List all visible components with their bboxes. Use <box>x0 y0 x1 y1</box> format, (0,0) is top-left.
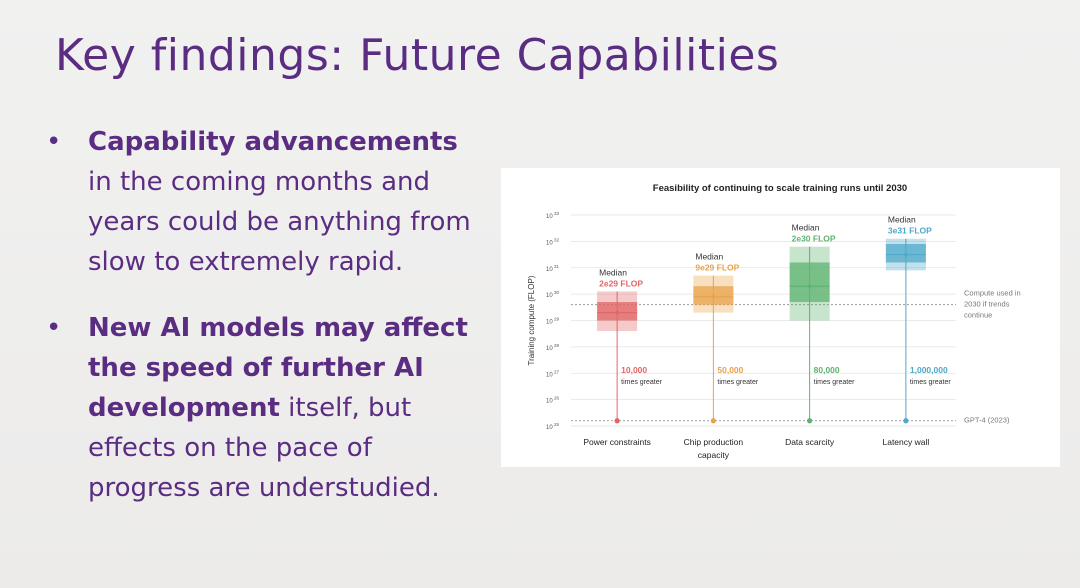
median-label: Median <box>888 215 916 225</box>
baseline-point <box>807 418 813 424</box>
y-tick-label: 10 27 <box>546 369 559 378</box>
y-tick-label: 10 30 <box>546 290 559 299</box>
bullet-text: in the coming months and years could be … <box>88 167 471 277</box>
baseline-point <box>710 418 716 424</box>
x-category-label-line2: capacity <box>698 450 730 460</box>
median-value-label: 2e30 FLOP <box>792 234 836 244</box>
bullet-item-ai-models: • New AI models may affect the speed of … <box>40 308 480 508</box>
ratio-text-label: times greater <box>621 379 663 386</box>
median-value-label: 9e29 FLOP <box>695 263 739 273</box>
chart-title: Feasibility of continuing to scale train… <box>653 183 907 194</box>
reference-line-label: GPT-4 (2023) <box>964 416 1010 425</box>
bullet-item-capability: • Capability advancements in the coming … <box>40 122 480 282</box>
median-label: Median <box>792 223 820 233</box>
median-point <box>807 284 812 289</box>
bullet-bold-text: New AI models may affect the speed of fu… <box>88 313 468 423</box>
y-tick-label: 10 33 <box>546 211 559 220</box>
x-category-label: Chip production <box>684 437 744 447</box>
reference-line-label: Compute used in 2030 if trends continue <box>964 289 1021 320</box>
ratio-label: 80,000 <box>814 365 840 375</box>
median-point <box>615 310 619 315</box>
bullet-bold-text: Capability advancements <box>88 127 458 157</box>
median-point <box>904 252 908 257</box>
y-tick-label: 10 26 <box>546 396 559 405</box>
y-tick-label: 10 32 <box>546 237 559 246</box>
median-value-label: 3e31 FLOP <box>888 226 932 236</box>
ratio-label: 50,000 <box>717 365 743 375</box>
median-value-label: 2e29 FLOP <box>599 278 643 288</box>
x-category-label: Data scarcity <box>785 437 835 447</box>
bullet-text: itself, but effects on the pace of progr… <box>88 393 440 503</box>
y-tick-label: 10 25 <box>546 422 559 431</box>
median-point <box>711 294 716 299</box>
slide-title: Key findings: Future Capabilities <box>55 30 780 81</box>
median-label: Median <box>695 252 723 262</box>
ratio-text-label: times greater <box>910 379 952 386</box>
bullet-marker: • <box>46 127 62 157</box>
x-category-label: Power constraints <box>583 437 651 447</box>
ratio-text-label: times greater <box>717 379 759 386</box>
ratio-label: 10,000 <box>621 365 647 375</box>
bullet-marker: • <box>46 313 62 343</box>
feasibility-chart: Feasibility of continuing to scale train… <box>527 183 1021 460</box>
y-tick-label: 10 28 <box>546 343 559 352</box>
y-tick-label: 10 31 <box>546 264 559 273</box>
y-axis-label: Training compute (FLOP) <box>527 275 536 365</box>
y-tick-label: 10 29 <box>546 317 559 326</box>
baseline-point <box>903 418 909 424</box>
baseline-point <box>614 418 620 424</box>
x-category-label: Latency wall <box>882 437 929 447</box>
chart-panel: Feasibility of continuing to scale train… <box>501 168 1060 467</box>
bullet-list: • Capability advancements in the coming … <box>40 122 480 508</box>
ratio-text-label: times greater <box>814 379 856 386</box>
ratio-label: 1,000,000 <box>910 365 948 375</box>
median-label: Median <box>599 267 627 277</box>
box-inner <box>789 262 830 303</box>
